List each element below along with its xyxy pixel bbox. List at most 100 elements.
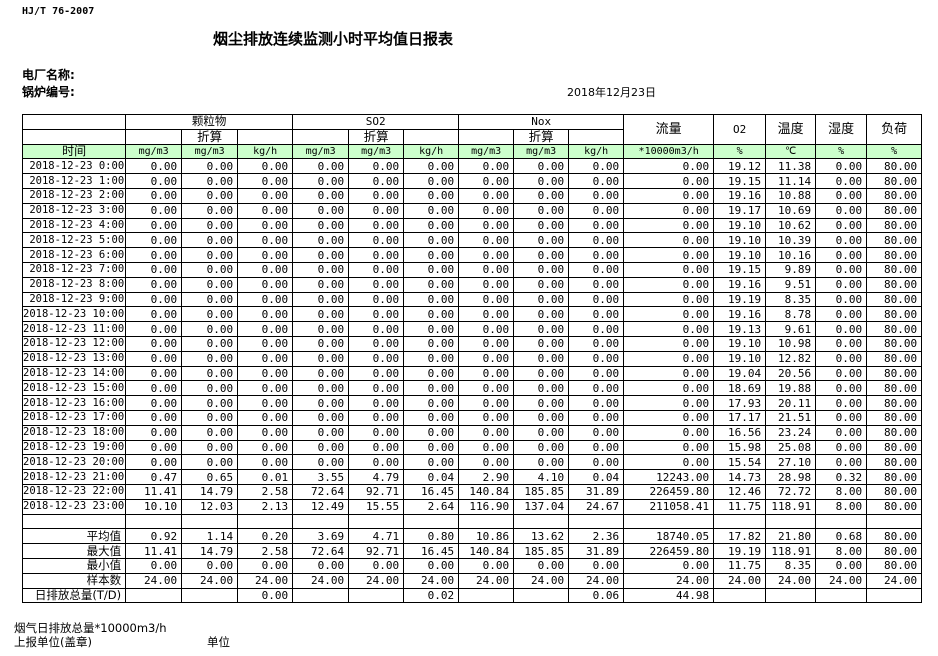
- cell-value: 0.00: [237, 158, 294, 175]
- cell-value: 20.11: [765, 395, 817, 411]
- cell-value: 0.00: [237, 261, 294, 278]
- cell-value: 0.00: [348, 173, 405, 189]
- cell-value: 0.00: [348, 232, 405, 249]
- cell-value: 118.91: [765, 498, 817, 515]
- cell-value: 0.00: [348, 306, 405, 323]
- cell-value: 0.00: [513, 276, 570, 293]
- cell-value: 24.00: [458, 572, 515, 589]
- cell-value: 0.00: [237, 291, 294, 308]
- cell-value: 11.41: [125, 543, 183, 559]
- cell-value: 0.00: [237, 306, 294, 323]
- cell-value: [125, 587, 183, 604]
- cell-value: 11.75: [713, 498, 767, 515]
- table-row: 2018-12-23 11:00 0.00 0.00 0.00 0.00 0.00 0.00…: [21, 321, 923, 337]
- cell-value: 0.00: [623, 365, 715, 382]
- cell-value: 0.00: [568, 261, 625, 278]
- cell-value: 80.00: [866, 365, 923, 382]
- unit-header: %: [815, 143, 868, 160]
- cell-value: 19.15: [713, 173, 767, 189]
- cell-value: 11.14: [765, 173, 817, 189]
- cell-value: 8.35: [765, 291, 817, 308]
- cell-value: 16.56: [713, 424, 767, 441]
- cell-value: 80.00: [866, 276, 923, 293]
- cell-value: 0.00: [815, 350, 868, 367]
- cell-value: 12.82: [765, 350, 817, 367]
- cell-value: 0.00: [292, 158, 350, 175]
- cell-value: 0.00: [623, 158, 715, 175]
- row-label: 2018-12-23 12:00: [21, 335, 127, 352]
- cell-value: 1.14: [181, 528, 239, 545]
- cell-value: 0.00: [403, 261, 460, 278]
- cell-value: 0.00: [568, 454, 625, 471]
- cell-value: 0.00: [513, 454, 570, 471]
- cell-value: [866, 587, 923, 604]
- cell-value: 0.00: [815, 321, 868, 337]
- cell-value: 21.51: [765, 409, 817, 426]
- cell-value: 0.00: [403, 365, 460, 382]
- cell-value: 0.00: [403, 454, 460, 471]
- cell-value: 10.62: [765, 217, 817, 234]
- unit-header: %: [713, 143, 767, 160]
- cell-value: 0.00: [403, 439, 460, 456]
- cell-value: 24.67: [568, 498, 625, 515]
- cell-value: 0.00: [513, 202, 570, 219]
- cell-value: 0.00: [292, 424, 350, 441]
- cell-value: 0.00: [513, 350, 570, 367]
- cell-value: 0.00: [568, 276, 625, 293]
- cell-value: 0.00: [815, 173, 868, 189]
- cell-value: 0.00: [237, 350, 294, 367]
- table-row: 2018-12-23 22:00 11.41 14.79 2.58 72.64 92.71…: [21, 483, 923, 500]
- reporting-unit-label: 上报单位(盖章): [14, 635, 92, 649]
- cell-value: 0.00: [348, 557, 405, 574]
- cell-value: 0.00: [815, 187, 868, 204]
- cell-value: 0.80: [403, 528, 460, 545]
- cell-value: 0.00: [513, 365, 570, 382]
- row-label: 2018-12-23 7:00: [21, 261, 127, 278]
- cell-value: 80.00: [866, 232, 923, 249]
- cell-value: 0.00: [292, 187, 350, 204]
- cell-value: 0.00: [181, 557, 239, 574]
- cell-value: 0.00: [181, 202, 239, 219]
- report-date: 2018年12月23日: [567, 86, 656, 99]
- row-label: 2018-12-23 11:00: [21, 321, 127, 337]
- cell-value: 28.98: [765, 469, 817, 485]
- table-row: 2018-12-23 14:00 0.00 0.00 0.00 0.00 0.00 0.00…: [21, 365, 923, 382]
- cell-value: 0.00: [237, 202, 294, 219]
- cell-value: 0.00: [815, 424, 868, 441]
- cell-value: 80.00: [866, 469, 923, 485]
- cell-value: 0.00: [403, 187, 460, 204]
- row-label: 2018-12-23 9:00: [21, 291, 127, 308]
- group-particulate: 颗粒物: [125, 114, 294, 130]
- cell-value: 17.82: [713, 528, 767, 545]
- cell-value: 0.00: [403, 247, 460, 263]
- cell-value: 0.00: [348, 247, 405, 263]
- cell-value: 0.00: [815, 365, 868, 382]
- cell-value: 72.64: [292, 543, 350, 559]
- cell-value: 0.00: [237, 173, 294, 189]
- cell-value: 0.00: [348, 158, 405, 175]
- cell-value: 0.00: [568, 350, 625, 367]
- cell-value: 0.00: [181, 395, 239, 411]
- row-label: 2018-12-23 3:00: [21, 202, 127, 219]
- cell-value: 0.00: [348, 187, 405, 204]
- cell-value: 0.00: [292, 335, 350, 352]
- cell-value: 4.10: [513, 469, 570, 485]
- row-label: 2018-12-23 2:00: [21, 187, 127, 204]
- cell-value: 14.79: [181, 543, 239, 559]
- cell-value: 19.16: [713, 306, 767, 323]
- cell-value: 0.00: [348, 424, 405, 441]
- cell-value: 4.79: [348, 469, 405, 485]
- cell-value: 0.00: [513, 158, 570, 175]
- hourly-report-table: 颗粒物 SO2 Nox 流量 O2 温度 湿度 负荷 折算 折算 折算 时间 m…: [21, 114, 923, 604]
- row-label: 2018-12-23 10:00: [21, 306, 127, 323]
- cell-value: 0.00: [125, 232, 183, 249]
- cell-value: 24.00: [815, 572, 868, 589]
- cell-value: 0.00: [125, 335, 183, 352]
- cell-value: 0.00: [815, 202, 868, 219]
- cell-value: 118.91: [765, 543, 817, 559]
- cell-value: 80.00: [866, 424, 923, 441]
- row-label: 2018-12-23 5:00: [21, 232, 127, 249]
- cell-value: 10.16: [765, 247, 817, 263]
- row-label: 最小值: [21, 557, 127, 574]
- row-label: 2018-12-23 15:00: [21, 380, 127, 397]
